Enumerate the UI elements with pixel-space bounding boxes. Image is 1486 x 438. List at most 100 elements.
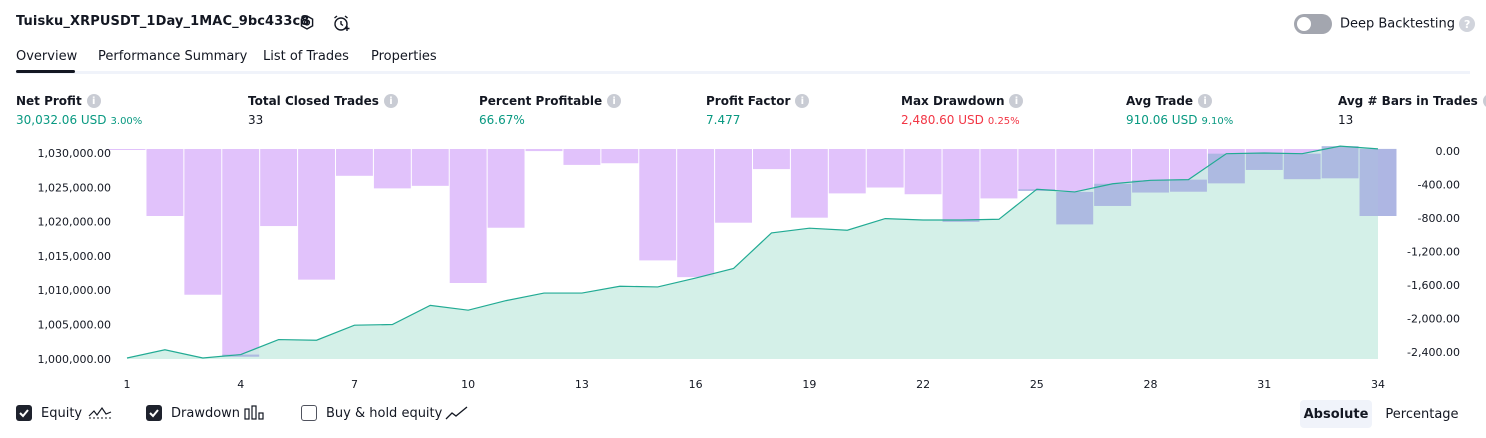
equity-legend-label[interactable]: Equity [41,406,83,421]
deep-backtesting-toggle[interactable] [1294,14,1332,34]
buy-hold-legend-label[interactable]: Buy & hold equity [326,406,443,421]
info-icon[interactable]: i [1009,94,1024,108]
x-axis-tick-label: 28 [1144,378,1158,391]
percent-profitable-value: 66.67% [479,113,525,127]
drawdown-overlap-bar [1018,189,1056,191]
drawdown-overlap-bar [1094,183,1132,206]
x-axis-tick-label: 1 [124,378,131,391]
max-drawdown-value: 2,480.60 USD [901,113,984,127]
drawdown-bar [828,149,866,194]
drawdown-bar [790,149,828,218]
info-icon[interactable]: i [607,94,622,108]
avg-trade-percent: 9.10% [1201,116,1234,127]
x-axis-tick-label: 25 [1030,378,1044,391]
drawdown-bars-icon [244,404,266,426]
right-axis-tick-label: -2,000.00 [1407,313,1460,326]
avg-trade-label: Avg Trade [1126,94,1194,108]
x-axis-tick-label: 13 [575,378,589,391]
help-icon[interactable]: ? [1459,16,1476,32]
tab-list-of-trades[interactable]: List of Trades [263,49,349,64]
equity-checkbox[interactable] [16,405,32,421]
drawdown-legend-label[interactable]: Drawdown [171,406,241,421]
deep-backtesting-label: Deep Backtesting ? [1340,16,1476,32]
drawdown-overlap-bar [1283,153,1321,180]
drawdown-overlap-bar [942,219,980,222]
deep-backtesting-text: Deep Backtesting [1340,16,1456,32]
right-axis-tick-label: -400.00 [1418,179,1460,192]
x-axis: 1 4 7 10 13 16 19 22 25 28 31 34 [124,378,1386,391]
percent-profitable-label: Percent Profitable [479,94,603,108]
drawdown-bar [411,149,449,186]
active-tab-indicator [16,70,75,73]
x-axis-tick-label: 7 [351,378,358,391]
drawdown-bar [184,149,222,295]
metric-max-drawdown-label: Max Drawdown i [901,94,1024,108]
x-axis-tick-label: 10 [461,378,475,391]
drawdown-bar [222,149,260,357]
tab-properties[interactable]: Properties [371,49,437,64]
left-axis-tick-label: 1,020,000.00 [38,216,111,229]
net-profit-label: Net Profit [16,94,82,108]
metric-net-profit-label: Net Profit i [16,94,101,108]
right-axis-tick-label: -1,200.00 [1407,246,1460,259]
drawdown-bar [449,149,487,283]
drawdown-checkbox[interactable] [146,405,162,421]
toggle-knob [1297,17,1311,31]
tab-overview[interactable]: Overview [16,49,78,64]
avg-bars-value: 13 [1338,113,1354,127]
drawdown-bar [525,149,563,152]
absolute-mode-button[interactable]: Absolute [1300,400,1372,428]
drawdown-overlap-bar [1321,146,1359,179]
left-axis-tick-label: 1,030,000.00 [38,147,111,160]
net-profit-value: 30,032.06 USD [16,113,107,127]
max-drawdown-percent: 0.25% [987,116,1020,127]
metric-profit-factor-label: Profit Factor i [706,94,810,108]
drawdown-overlap-bar [1132,180,1169,193]
drawdown-overlap-bar [1207,153,1245,184]
info-icon[interactable]: i [86,94,101,108]
buy-hold-checkbox[interactable] [301,405,317,421]
metric-percent-profitable-label: Percent Profitable i [479,94,622,108]
x-axis-tick-label: 19 [802,378,816,391]
info-icon[interactable]: i [383,94,398,108]
profit-factor-value: 7.477 [706,113,741,127]
profit-factor-label: Profit Factor [706,94,791,108]
info-icon[interactable]: i [1198,94,1213,108]
info-icon[interactable]: i [795,94,810,108]
metric-max-drawdown-value: 2,480.60 USD 0.25% [901,113,1020,127]
metric-avg-bars-label: Avg # Bars in Trades i [1338,94,1486,108]
tab-performance-summary[interactable]: Performance Summary [98,49,248,64]
drawdown-bar [146,149,184,216]
tabs-underline [16,71,1470,74]
percentage-mode-button[interactable]: Percentage [1385,406,1459,422]
drawdown-overlap-bar [1359,148,1397,216]
buy-hold-line-icon [445,404,469,426]
metric-avg-trade-value: 910.06 USD 9.10% [1126,113,1233,127]
drawdown-bar [715,149,752,223]
info-icon[interactable]: i [1482,94,1486,108]
left-axis-tick-label: 1,000,000.00 [38,353,111,366]
drawdown-bar [260,149,298,227]
x-axis-tick-label: 16 [689,378,703,391]
total-closed-trades-label: Total Closed Trades [248,94,379,108]
equity-drawdown-chart[interactable]: 1,030,000.00 1,025,000.00 1,020,000.00 1,01… [0,140,1486,395]
left-axis-tick-label: 1,005,000.00 [38,319,111,332]
drawdown-bar [487,149,525,228]
avg-trade-value: 910.06 USD [1126,113,1198,127]
drawdown-bar [298,149,335,280]
avg-bars-label: Avg # Bars in Trades [1338,94,1478,108]
left-axis-tick-label: 1,015,000.00 [38,250,111,263]
drawdown-bar [866,149,904,188]
drawdown-overlap-bars [222,146,1397,357]
drawdown-overlap-bar [1170,179,1207,192]
x-axis-tick-label: 22 [916,378,930,391]
drawdown-bar [980,149,1018,199]
drawdown-bar [601,149,639,164]
alarm-clock-add-icon[interactable] [331,13,351,33]
left-axis-tick-label: 1,025,000.00 [38,181,111,194]
settings-gear-icon[interactable] [297,13,317,33]
net-profit-percent: 3.00% [110,116,143,127]
drawdown-bar [639,149,677,261]
drawdown-bar [942,149,980,222]
drawdown-bars [108,149,1397,357]
